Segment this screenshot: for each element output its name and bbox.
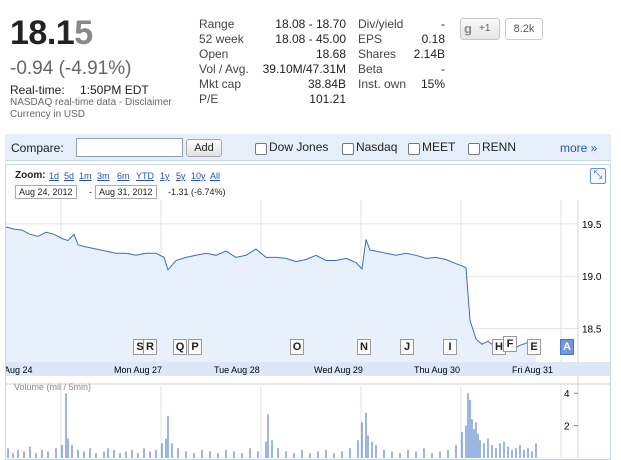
date-tick-label: Aug 24	[6, 365, 33, 375]
zoom-ytd[interactable]: YTD	[136, 171, 154, 181]
date-tick-label: Thu Aug 30	[414, 365, 460, 375]
stat-value-52week: 18.08 - 45.00	[275, 32, 346, 46]
stat-value-shares: 2.14B	[413, 47, 445, 61]
currency-note: Currency in USD	[10, 109, 86, 120]
zoom-3m[interactable]: 3m	[97, 171, 110, 181]
expand-arrows-icon: ⤡	[593, 169, 603, 181]
stat-label-divyield: Div/yield	[358, 17, 404, 31]
stat-label-open: Open	[199, 47, 229, 61]
checkbox-meet[interactable]	[408, 143, 420, 155]
price-tick-label: 18.5	[582, 325, 602, 336]
zoom-10y[interactable]: 10y	[191, 171, 206, 181]
stat-value-mktcap: 38.84B	[307, 77, 346, 91]
news-flag-r[interactable]: R	[143, 339, 157, 355]
zoom-6m[interactable]: 6m	[117, 171, 130, 181]
google-g-icon: g	[464, 21, 472, 36]
realtime-time: 1:50PM EDT	[80, 83, 149, 97]
date-axis-labels: Aug 24 Mon Aug 27 Tue Aug 28 Wed Aug 29 Thu …	[6, 365, 553, 375]
stat-value-eps: 0.18	[421, 32, 445, 46]
last-price-main: 18.1	[10, 14, 75, 52]
disclaimer-link[interactable]: NASDAQ real-time data - Disclaimer	[10, 97, 172, 108]
stat-label-beta: Beta	[358, 62, 383, 76]
zoom-all[interactable]: All	[210, 171, 221, 181]
zoom-1m[interactable]: 1m	[79, 171, 92, 181]
checkbox-renn[interactable]	[468, 143, 480, 155]
price-area	[6, 227, 536, 362]
price-tick-label: 19.0	[582, 272, 602, 283]
zoom-label: Zoom:	[15, 170, 46, 181]
compare-option-meet[interactable]: MEET	[422, 140, 456, 154]
price-change: -0.94 (-4.91%)	[10, 58, 132, 79]
add-compare-button[interactable]: Add	[186, 139, 222, 157]
plus-one-count: 8.2k	[505, 18, 543, 40]
zoom-1y[interactable]: 1y	[160, 171, 170, 181]
realtime-label: Real-time:	[10, 83, 65, 97]
stat-label-instown: Inst. own	[358, 77, 407, 91]
zoom-1d[interactable]: 1d	[49, 171, 60, 181]
stat-label-shares: Shares	[358, 47, 397, 61]
volume-label: Volume (mil / 5min)	[14, 382, 92, 392]
compare-label: Compare:	[11, 141, 64, 155]
more-compare-link[interactable]: more »	[560, 141, 598, 155]
date-axis-band	[6, 362, 610, 376]
last-price-last-digit: 5	[74, 14, 93, 52]
stat-value-beta: -	[441, 62, 445, 76]
range-change: -1.31 (-6.74%)	[168, 187, 226, 197]
date-tick-label: Wed Aug 29	[314, 365, 363, 375]
expand-chart-button[interactable]: ⤡	[590, 168, 606, 184]
news-flag-p[interactable]: P	[188, 339, 202, 355]
news-flag-n[interactable]: N	[357, 339, 371, 355]
stat-value-pe: 101.21	[309, 92, 346, 106]
news-flag-j[interactable]: J	[400, 339, 414, 355]
volume-axis-labels: 42	[564, 389, 578, 433]
news-flag-e[interactable]: E	[527, 339, 541, 355]
stat-value-open: 18.68	[315, 47, 346, 61]
stat-value-divyield: -	[441, 17, 445, 31]
checkbox-nasdaq[interactable]	[342, 143, 354, 155]
news-flag-a[interactable]: A	[560, 339, 574, 355]
volume-tick-label: 4	[564, 389, 570, 400]
compare-input[interactable]	[76, 138, 183, 157]
range-to-date[interactable]: Aug 31, 2012	[95, 185, 157, 199]
stat-label-eps: EPS	[358, 32, 383, 46]
volume-tick-label: 2	[564, 422, 570, 433]
price-chart[interactable]: Aug 24 Mon Aug 27 Tue Aug 28 Wed Aug 29 Thu …	[6, 200, 610, 459]
stat-label-mktcap: Mkt cap	[199, 77, 242, 91]
stat-value-volume: 39.10M/47.31M	[262, 62, 346, 76]
range-dash: -	[89, 187, 92, 197]
news-flag-f[interactable]: F	[503, 336, 517, 352]
news-flag-i[interactable]: I	[443, 339, 457, 355]
news-flag-q[interactable]: Q	[173, 339, 187, 355]
zoom-5d[interactable]: 5d	[64, 171, 75, 181]
date-tick-label: Fri Aug 31	[512, 365, 553, 375]
price-tick-label: 19.5	[582, 220, 602, 231]
stat-label-volume: Vol / Avg.	[199, 62, 249, 76]
date-tick-label: Mon Aug 27	[114, 365, 162, 375]
last-price: 18.15	[10, 14, 93, 53]
range-from-date[interactable]: Aug 24, 2012	[15, 185, 77, 199]
google-plus-one-button[interactable]: g +1	[460, 18, 500, 40]
plus-one-label: +1	[479, 23, 491, 34]
zoom-5y[interactable]: 5y	[176, 171, 186, 181]
news-flag-o[interactable]: O	[290, 339, 304, 355]
stat-label-range: Range	[199, 17, 235, 31]
compare-option-renn[interactable]: RENN	[482, 140, 517, 154]
stat-label-pe: P/E	[199, 92, 219, 106]
price-line	[6, 226, 537, 351]
stat-label-52week: 52 week	[199, 32, 244, 46]
compare-option-nasdaq[interactable]: Nasdaq	[356, 140, 398, 154]
compare-option-dow-jones[interactable]: Dow Jones	[269, 140, 329, 154]
price-axis-labels: 19.5 19.0 18.5	[582, 220, 602, 336]
checkbox-dow-jones[interactable]	[255, 143, 267, 155]
volume-bars	[7, 393, 537, 458]
stat-value-instown: 15%	[420, 77, 445, 91]
stat-value-range: 18.08 - 18.70	[275, 17, 346, 31]
date-tick-label: Tue Aug 28	[214, 365, 260, 375]
